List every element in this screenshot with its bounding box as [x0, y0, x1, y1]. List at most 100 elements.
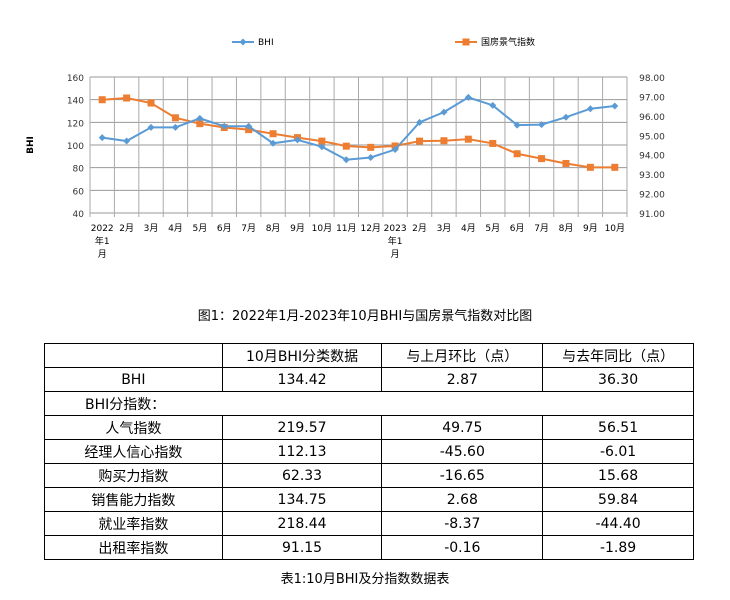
legend-marker [462, 38, 470, 46]
table-header-row: 10月BHI分类数据 与上月环比（点） 与去年同比（点） [44, 343, 694, 368]
legend-label: 国房景气指数 [481, 36, 535, 48]
data-point [464, 135, 472, 143]
cell: 49.75 [381, 415, 544, 440]
x-tick-label: 2月 [119, 223, 134, 234]
y2-tick-label: 96.00 [639, 113, 665, 123]
y-tick-label: 80 [73, 165, 85, 175]
data-point [586, 163, 594, 171]
cell: 91.15 [221, 535, 383, 560]
data-point [391, 142, 399, 150]
cell: -0.16 [381, 535, 544, 560]
data-point [123, 137, 131, 145]
data-table: 10月BHI分类数据 与上月环比（点） 与去年同比（点） BHI 134.42 … [44, 343, 694, 560]
x-tick-label: 7月 [241, 223, 256, 234]
data-point [342, 142, 350, 150]
data-point [611, 102, 619, 110]
table-caption: 表1:10月BHI及分指数数据表 [280, 572, 450, 587]
data-point [440, 108, 448, 116]
x-tick-label: 10月 [312, 223, 332, 234]
cell: 56.51 [542, 415, 694, 440]
x-tick-label: 5月 [485, 223, 500, 234]
x-tick-label: 12月 [360, 223, 380, 234]
data-point [367, 153, 375, 161]
table-row: 人气指数 219.57 49.75 56.51 [44, 415, 694, 440]
y-tick-label: 160 [67, 74, 84, 84]
row-label: 销售能力指数 [44, 487, 223, 512]
data-point [416, 137, 424, 145]
x-tick-label: 10月 [605, 223, 625, 234]
row-label: 就业率指数 [44, 511, 223, 536]
x-tick-label: 5月 [192, 223, 207, 234]
data-point [293, 136, 301, 144]
row-label: BHI [44, 367, 223, 392]
header-cell [44, 343, 223, 368]
x-tick-label: 年1 [388, 235, 403, 247]
cell: 2.68 [381, 487, 544, 512]
data-point [196, 114, 204, 122]
section-row: BHI分指数： [44, 391, 694, 416]
cell: -1.89 [542, 535, 694, 560]
row-label: 经理人信心指数 [44, 439, 223, 464]
x-tick-label: 2023 [384, 224, 407, 234]
header-cell: 10月BHI分类数据 [221, 343, 383, 368]
cell: 62.33 [221, 463, 383, 488]
y-tick-label: 60 [73, 187, 85, 197]
cell: -44.40 [542, 511, 694, 536]
legend-marker [239, 38, 247, 46]
data-point [464, 93, 472, 101]
data-point [171, 114, 179, 122]
x-tick-label: 4月 [168, 223, 183, 234]
cell: 59.84 [542, 487, 694, 512]
cell: 15.68 [542, 463, 694, 488]
data-point [391, 146, 399, 154]
y-tick-label: 40 [73, 210, 85, 220]
x-tick-label: 8月 [559, 223, 574, 234]
data-point [196, 120, 204, 128]
data-point [562, 113, 570, 121]
data-point [416, 118, 424, 126]
y2-tick-label: 91.00 [639, 210, 665, 220]
data-point [269, 139, 277, 147]
data-point [538, 155, 546, 163]
x-tick-label: 9月 [583, 223, 598, 234]
data-point [489, 139, 497, 147]
data-point [220, 122, 228, 130]
data-point [123, 94, 131, 102]
data-point [440, 137, 448, 145]
data-point [98, 134, 106, 142]
table-row: 就业率指数 218.44 -8.37 -44.40 [44, 511, 694, 536]
y-tick-label: 140 [67, 97, 84, 107]
x-tick-label: 4月 [461, 223, 476, 234]
cell: 134.75 [221, 487, 383, 512]
data-point [586, 105, 594, 113]
y2-tick-label: 98.00 [639, 74, 665, 84]
line-chart: 40 60 80 100 120 140 160 91.00 92.00 93.00 94.00 95… [26, 36, 665, 260]
data-point [171, 123, 179, 131]
data-point [513, 150, 521, 158]
table-row: 出租率指数 91.15 -0.16 -1.89 [44, 535, 694, 560]
section-label: BHI分指数： [44, 391, 694, 416]
cell: 219.57 [221, 415, 383, 440]
data-point [611, 163, 619, 171]
table-row: 经理人信心指数 112.13 -45.60 -6.01 [44, 439, 694, 464]
series-line-国房景气指数 [102, 96, 615, 169]
data-point [562, 159, 570, 167]
x-tick-label: 月 [391, 249, 400, 260]
x-tick-label: 9月 [290, 223, 305, 234]
cell: -16.65 [381, 463, 544, 488]
x-tick-label: 6月 [217, 223, 232, 234]
data-point [147, 123, 155, 131]
x-tick-label: 3月 [437, 223, 452, 234]
x-tick-label: 8月 [266, 223, 281, 234]
data-point [245, 122, 253, 130]
y2-tick-label: 97.00 [639, 93, 665, 103]
header-cell: 与上月环比（点） [381, 343, 544, 368]
data-point [513, 121, 521, 129]
figure-caption: 图1：2022年1月-2023年10月BHI与国房景气指数对比图 [197, 309, 533, 324]
row-label: 购买力指数 [44, 463, 223, 488]
x-tick-label: 11月 [336, 223, 356, 234]
y2-tick-label: 92.00 [639, 191, 665, 201]
table-row: 购买力指数 62.33 -16.65 15.68 [44, 463, 694, 488]
x-tick-label: 7月 [534, 223, 549, 234]
